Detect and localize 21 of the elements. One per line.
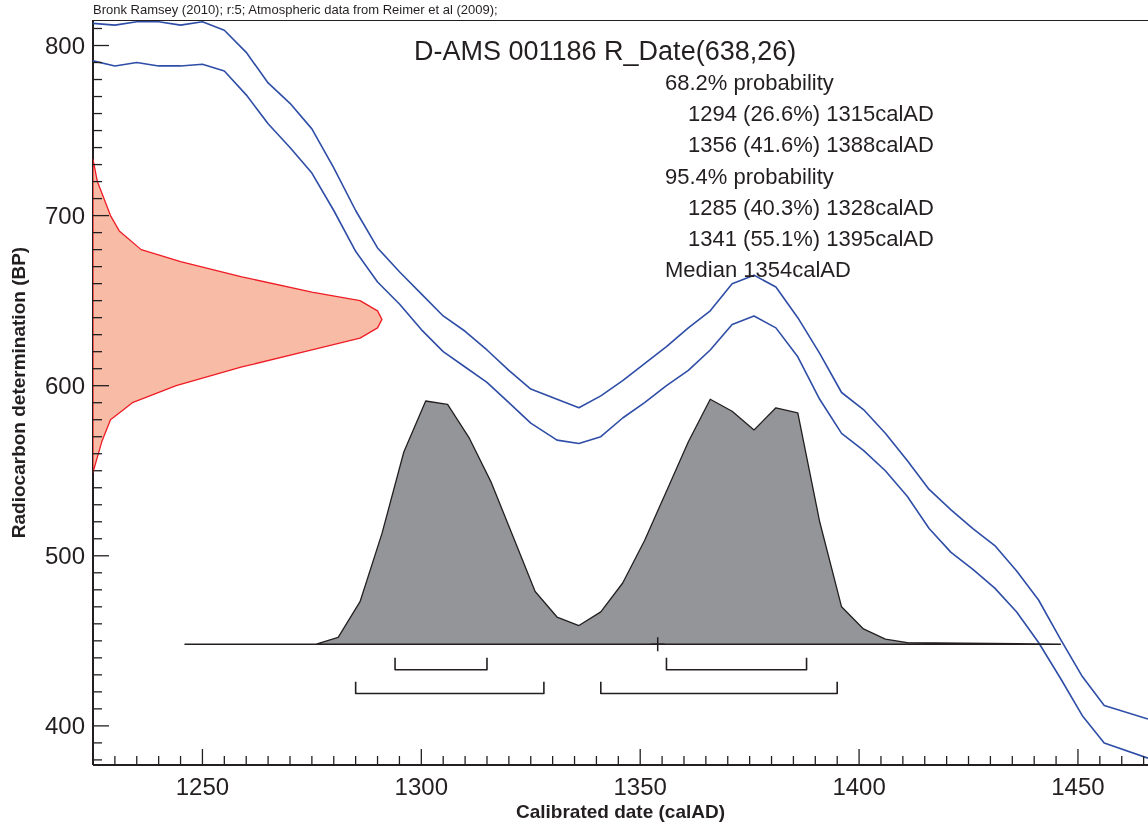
annotation: Median 1354calAD bbox=[665, 257, 851, 283]
text: D-AMS 001186 R_Date(638,26) bbox=[414, 36, 797, 66]
annotation: 95.4% probability bbox=[665, 163, 834, 189]
y-tick-label: 700 bbox=[44, 201, 85, 229]
x-tick-label: 1450 bbox=[1051, 773, 1105, 800]
annotation: 68.2% probability bbox=[665, 70, 834, 95]
x-tick-label: 1300 bbox=[394, 773, 449, 800]
annotation: 1356 (41.6%) 1388calAD bbox=[688, 132, 934, 158]
x-axis-title: Calibrated date (calAD) bbox=[515, 801, 726, 822]
text: Bronk Ramsey (2010); r:5; Atmospheric data from Reimer et al (2009); bbox=[93, 2, 498, 17]
x-tick-label: 1250 bbox=[175, 773, 230, 800]
y-axis-title: Radiocarbon determination (BP) bbox=[7, 246, 29, 539]
annotation: 1341 (55.1%) 1395calAD bbox=[688, 226, 934, 251]
y-tick-label: 600 bbox=[44, 371, 85, 399]
y-tick-label: 400 bbox=[44, 711, 85, 739]
annotation: 1285 (40.3%) 1328calAD bbox=[688, 194, 934, 220]
x-tick-label: 1400 bbox=[832, 773, 886, 800]
annotation: 1294 (26.6%) 1315calAD bbox=[688, 101, 934, 127]
y-tick-label: 500 bbox=[44, 541, 85, 569]
x-tick-label: 1350 bbox=[613, 773, 667, 800]
y-tick-label: 800 bbox=[44, 31, 85, 59]
